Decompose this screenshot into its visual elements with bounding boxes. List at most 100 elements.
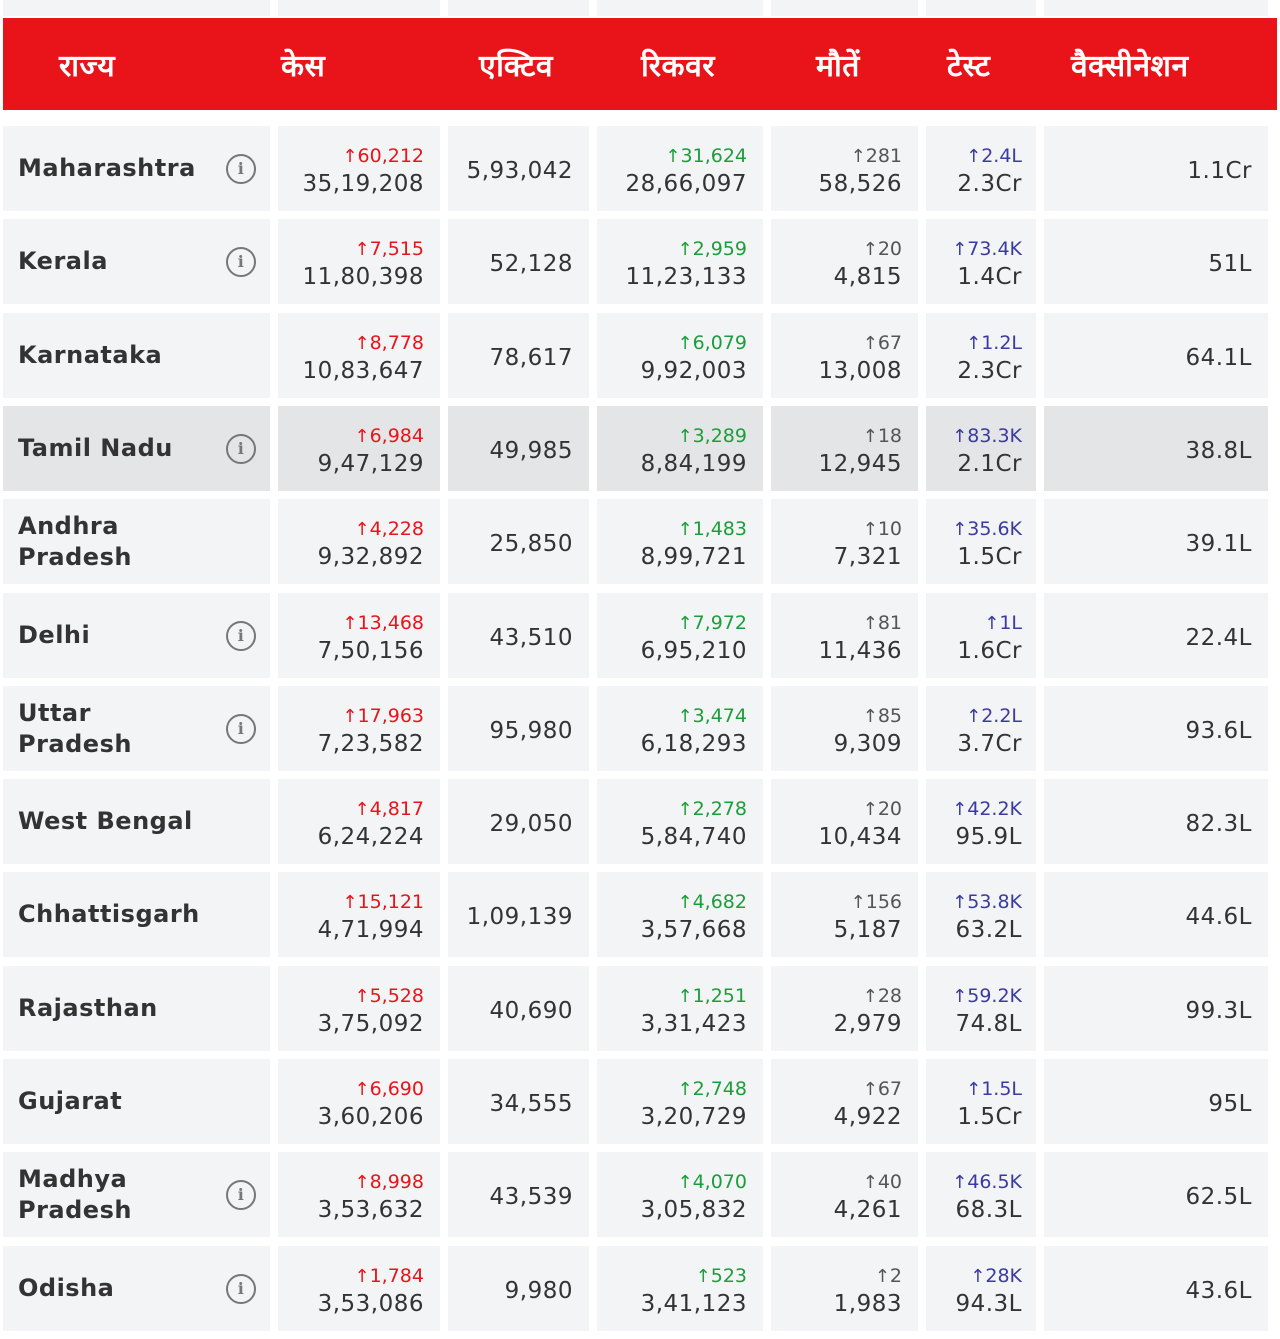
recovered-delta: ↑1,483 — [678, 516, 748, 542]
table-row[interactable]: Maharashtra i ↑60,212 35,19,208 5,93,042 ↑31,… — [0, 126, 1280, 211]
active-cell: 9,980 — [448, 1246, 589, 1331]
recovered-cell: ↑4,682 3,57,668 — [597, 872, 763, 957]
table-row[interactable]: Odisha i ↑1,784 3,53,086 9,980 ↑523 3,41,123 ↑2… — [0, 1246, 1280, 1331]
state-name[interactable]: Gujarat — [18, 1087, 123, 1115]
table-row[interactable]: Tamil Nadu i ↑6,984 9,47,129 49,985 ↑3,289 8,8… — [0, 406, 1280, 491]
arrow-up-icon: ↑ — [952, 798, 968, 820]
active-value: 5,93,042 — [466, 157, 573, 184]
state-name[interactable]: Kerala — [18, 247, 108, 275]
state-cell[interactable]: Chhattisgarh — [3, 872, 270, 957]
tests-value: 2.3Cr — [957, 357, 1022, 384]
state-name[interactable]: Rajasthan — [18, 994, 158, 1022]
tests-value: 2.1Cr — [957, 450, 1022, 477]
active-value: 52,128 — [489, 250, 573, 277]
state-name[interactable]: Andhra Pradesh — [18, 511, 132, 571]
state-cell[interactable]: Delhi i — [3, 593, 270, 678]
cases-delta: ↑6,690 — [355, 1076, 425, 1102]
deaths-cell: ↑20 10,434 — [771, 779, 918, 864]
info-icon[interactable]: i — [226, 620, 256, 651]
recovered-delta-value: 3,289 — [692, 424, 747, 447]
deaths-value: 12,945 — [818, 450, 902, 477]
state-name[interactable]: Karnataka — [18, 341, 163, 369]
header-deaths[interactable]: मौतें — [816, 48, 860, 84]
state-name[interactable]: West Bengal — [18, 807, 193, 835]
arrow-up-icon: ↑ — [677, 332, 693, 354]
state-cell[interactable]: Kerala i — [3, 219, 270, 304]
arrow-up-icon: ↑ — [354, 238, 370, 260]
header-active[interactable]: एक्टिव — [479, 48, 554, 84]
tests-value: 68.3L — [955, 1196, 1022, 1223]
info-icon[interactable]: i — [226, 246, 256, 277]
state-cell[interactable]: West Bengal — [3, 779, 270, 864]
table-row[interactable]: Madhya Pradesh i ↑8,998 3,53,632 43,539 ↑4,07… — [0, 1152, 1280, 1237]
state-name[interactable]: Odisha — [18, 1274, 115, 1302]
tests-cell: ↑28K 94.3L — [926, 1246, 1036, 1331]
cases-delta-value: 4,228 — [369, 517, 424, 540]
recovered-delta-value: 1,483 — [692, 517, 747, 540]
header-state[interactable]: राज्य — [59, 48, 116, 84]
info-icon[interactable]: i — [226, 1179, 256, 1210]
active-cell: 43,539 — [448, 1152, 589, 1237]
state-cell[interactable]: Andhra Pradesh — [3, 499, 270, 584]
state-cell[interactable]: Maharashtra i — [3, 126, 270, 211]
state-name[interactable]: Chhattisgarh — [18, 900, 200, 928]
state-cell[interactable]: Tamil Nadu i — [3, 406, 270, 491]
deaths-delta-value: 85 — [877, 704, 902, 727]
recovered-value: 3,41,123 — [640, 1290, 747, 1317]
recovered-delta-value: 2,278 — [692, 797, 747, 820]
cases-delta: ↑17,963 — [342, 703, 424, 729]
table-row[interactable]: Kerala i ↑7,515 11,80,398 52,128 ↑2,959 11,23,… — [0, 219, 1280, 304]
header-cases[interactable]: केस — [281, 48, 326, 84]
table-row[interactable]: Andhra Pradesh ↑4,228 9,32,892 25,850 ↑1,483… — [0, 499, 1280, 584]
deaths-delta: ↑20 — [863, 796, 902, 822]
arrow-up-icon: ↑ — [677, 612, 693, 634]
state-cell[interactable]: Odisha i — [3, 1246, 270, 1331]
state-cell[interactable]: Rajasthan — [3, 966, 270, 1051]
state-cell[interactable]: Karnataka — [3, 313, 270, 398]
table-row[interactable]: Gujarat ↑6,690 3,60,206 34,555 ↑2,748 3,20,72… — [0, 1059, 1280, 1144]
tests-delta-value: 1L — [999, 611, 1022, 634]
state-name[interactable]: Delhi — [18, 621, 91, 649]
state-name[interactable]: Madhya Pradesh — [18, 1164, 132, 1224]
arrow-up-icon: ↑ — [952, 425, 968, 447]
deaths-delta-value: 67 — [877, 1077, 902, 1100]
header-tests[interactable]: टेस्ट — [947, 48, 991, 84]
arrow-up-icon: ↑ — [677, 238, 693, 260]
deaths-cell: ↑67 4,922 — [771, 1059, 918, 1144]
deaths-cell: ↑10 7,321 — [771, 499, 918, 584]
info-icon[interactable]: i — [226, 153, 256, 184]
state-name[interactable]: Maharashtra — [18, 154, 196, 182]
cases-value: 3,75,092 — [317, 1010, 424, 1037]
arrow-up-icon: ↑ — [354, 1078, 370, 1100]
info-icon[interactable]: i — [226, 713, 256, 744]
state-cell[interactable]: Uttar Pradesh i — [3, 686, 270, 771]
deaths-cell: ↑40 4,261 — [771, 1152, 918, 1237]
cases-value: 3,53,086 — [317, 1290, 424, 1317]
info-icon[interactable]: i — [226, 433, 256, 464]
state-name[interactable]: Uttar Pradesh — [18, 698, 132, 758]
deaths-delta: ↑10 — [863, 516, 902, 542]
recovered-delta: ↑7,972 — [678, 610, 748, 636]
table-row[interactable]: Rajasthan ↑5,528 3,75,092 40,690 ↑1,251 3,31,… — [0, 966, 1280, 1051]
header-vaccination[interactable]: वैक्सीनेशन — [1071, 48, 1189, 84]
state-cell[interactable]: Gujarat — [3, 1059, 270, 1144]
table-row[interactable]: Chhattisgarh ↑15,121 4,71,994 1,09,139 ↑4,68… — [0, 872, 1280, 957]
state-name[interactable]: Tamil Nadu — [18, 434, 173, 462]
cases-delta: ↑8,998 — [355, 1169, 425, 1195]
cases-value: 6,24,224 — [317, 823, 424, 850]
active-cell: 1,09,139 — [448, 872, 589, 957]
table-row[interactable]: Delhi i ↑13,468 7,50,156 43,510 ↑7,972 6,95,21… — [0, 593, 1280, 678]
state-cell[interactable]: Madhya Pradesh i — [3, 1152, 270, 1237]
active-value: 29,050 — [489, 810, 573, 837]
cases-delta-value: 15,121 — [357, 890, 424, 913]
tests-cell: ↑1.2L 2.3Cr — [926, 313, 1036, 398]
tests-delta-value: 59.2K — [967, 984, 1022, 1007]
info-icon[interactable]: i — [226, 1273, 256, 1304]
table-row[interactable]: Karnataka ↑8,778 10,83,647 78,617 ↑6,079 9,92… — [0, 313, 1280, 398]
arrow-up-icon: ↑ — [354, 798, 370, 820]
table-row[interactable]: Uttar Pradesh i ↑17,963 7,23,582 95,980 ↑3,47… — [0, 686, 1280, 771]
active-cell: 29,050 — [448, 779, 589, 864]
vaccination-cell: 99.3L — [1044, 966, 1268, 1051]
header-recovered[interactable]: रिकवर — [641, 48, 716, 84]
table-row[interactable]: West Bengal ↑4,817 6,24,224 29,050 ↑2,278 5,8… — [0, 779, 1280, 864]
